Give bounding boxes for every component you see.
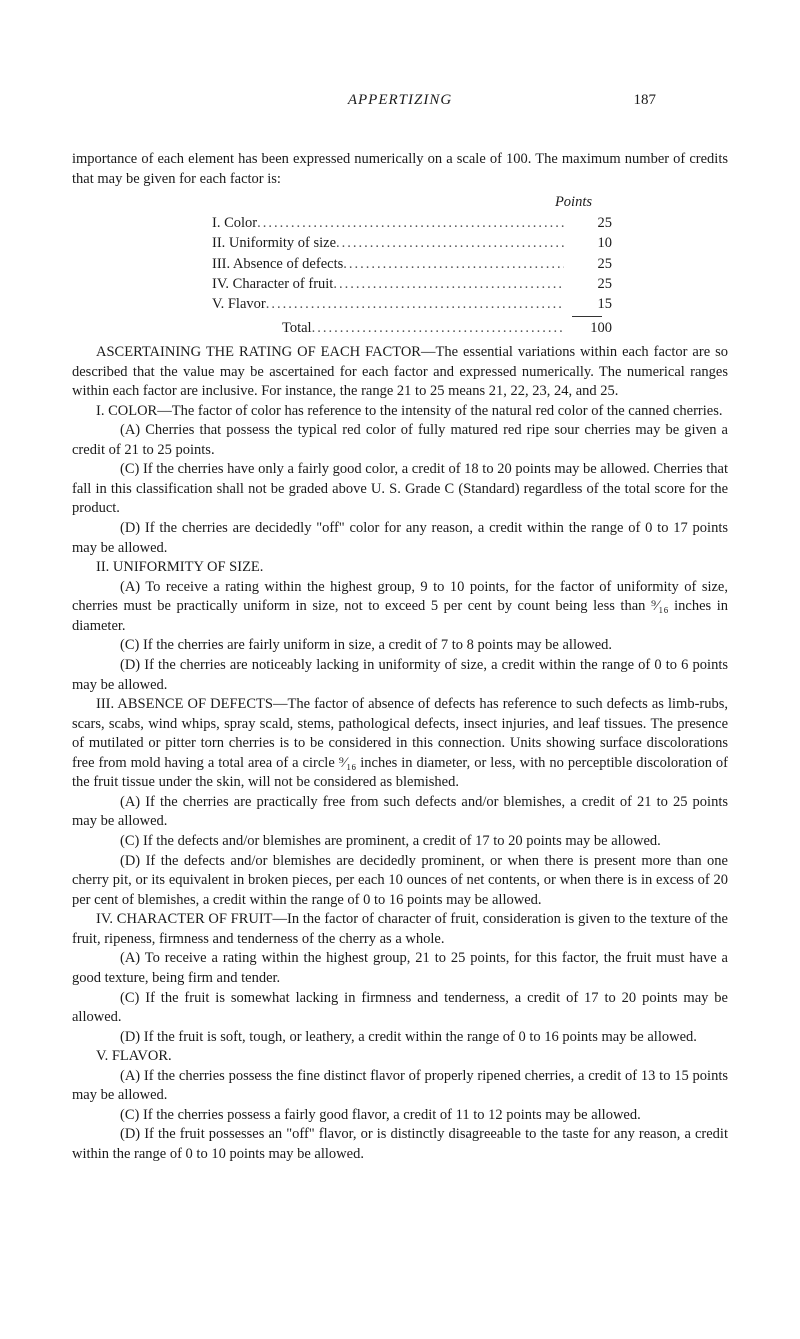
section-iv-d: (D) If the fruit is soft, tough, or leat… — [72, 1028, 728, 1048]
section-ii-head: II. UNIFORMITY OF SIZE. — [72, 558, 728, 578]
section-v-d: (D) If the fruit possesses an "off" flav… — [72, 1125, 728, 1164]
section-iii-d: (D) If the defects and/or blemishes are … — [72, 852, 728, 911]
points-value: 25 — [564, 254, 612, 274]
points-value: 15 — [564, 294, 612, 314]
page-number: 187 — [634, 90, 657, 110]
points-row: III. Absence of defects 25 — [212, 254, 612, 274]
document-page: APPERTIZING 187 importance of each eleme… — [0, 0, 800, 1225]
section-v-c: (C) If the cherries possess a fairly goo… — [72, 1106, 728, 1126]
section-v-a: (A) If the cherries possess the fine dis… — [72, 1067, 728, 1106]
section-v-head: V. FLAVOR. — [72, 1047, 728, 1067]
section-iv-c: (C) If the fruit is somewhat lacking in … — [72, 989, 728, 1028]
intro-line1: importance of each element has been expr… — [72, 151, 558, 167]
total-rule — [572, 316, 602, 317]
points-label: IV. Character of fruit — [212, 274, 564, 294]
header-title: APPERTIZING — [72, 90, 728, 110]
section-ii-d: (D) If the cherries are noticeably lacki… — [72, 656, 728, 695]
points-row: II. Uniformity of size 10 — [212, 233, 612, 253]
points-value: 25 — [564, 213, 612, 233]
points-value: 10 — [564, 233, 612, 253]
header-row: APPERTIZING 187 — [72, 90, 728, 110]
points-row: IV. Character of fruit 25 — [212, 274, 612, 294]
section-i-head: I. COLOR—The factor of color has referen… — [72, 402, 728, 422]
points-value: 25 — [564, 274, 612, 294]
section-iii-head: III. ABSENCE OF DEFECTS—The factor of ab… — [72, 695, 728, 793]
section-ii-c: (C) If the cherries are fairly uniform i… — [72, 636, 728, 656]
points-label: III. Absence of defects — [212, 254, 564, 274]
points-label: II. Uniformity of size — [212, 233, 564, 253]
section-iv-head: IV. CHARACTER OF FRUIT—In the factor of … — [72, 910, 728, 949]
section-iii-a: (A) If the cherries are practically free… — [72, 793, 728, 832]
section-iii-c: (C) If the defects and/or blemishes are … — [72, 832, 728, 852]
intro-text: importance of each element has been expr… — [72, 150, 728, 189]
section-i-d: (D) If the cherries are decidedly "off" … — [72, 519, 728, 558]
points-row: I. Color 25 — [212, 213, 612, 233]
page-header: APPERTIZING 187 — [72, 90, 728, 110]
section-i-c: (C) If the cherries have only a fairly g… — [72, 460, 728, 519]
points-header: Points — [212, 193, 612, 213]
points-row: V. Flavor 15 — [212, 294, 612, 314]
section-iv-a: (A) To receive a rating within the highe… — [72, 949, 728, 988]
total-label: Total — [282, 319, 564, 339]
points-label: I. Color — [212, 213, 564, 233]
section-ii-a: (A) To receive a rating within the highe… — [72, 578, 728, 637]
points-table: Points I. Color 25 II. Uniformity of siz… — [212, 193, 612, 339]
points-label: V. Flavor — [212, 294, 564, 314]
points-total-row: Total 100 — [282, 319, 612, 339]
total-value: 100 — [564, 319, 612, 339]
section-i-a: (A) Cherries that possess the typical re… — [72, 421, 728, 460]
ascertaining-para: ASCERTAINING THE RATING OF EACH FACTOR—T… — [72, 343, 728, 402]
